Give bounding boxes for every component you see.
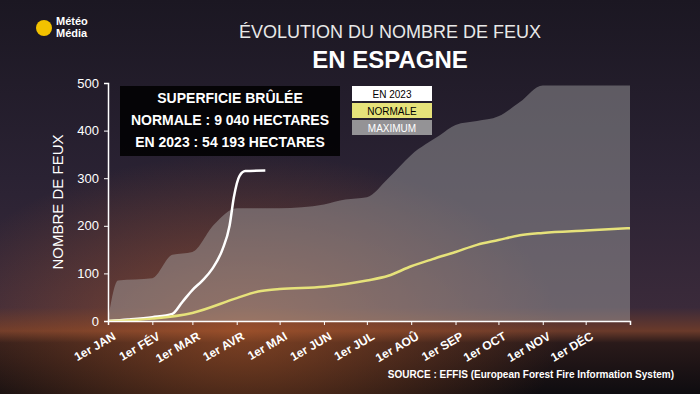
y-axis: 0 100 200 300 400 500 [77,76,108,329]
x-axis: 1er JAN1er FÉV1er MAR1er AVR1er MAI1er J… [72,321,631,366]
area-maximum [108,85,630,321]
annotation-text: NORMALE : 9 040 HECTARES [131,112,329,128]
x-tick: 1er JUL [332,321,377,363]
x-tick-label: 1er AOÛ [373,328,422,365]
x-tick: 1er AVR [201,321,248,364]
y-tick-mark [104,226,108,227]
legend-item: EN 2023 [352,86,432,101]
y-tick-label: 300 [77,171,99,186]
y-tick-mark [104,273,108,274]
x-tick: 1er OCT [461,321,509,365]
y-tick: 500 [77,76,108,91]
x-tick-mark [586,321,587,325]
y-tick-mark [104,321,108,322]
x-tick-mark [498,321,499,325]
legend-label: NORMALE [367,106,417,117]
x-tick: 1er NOV [505,321,553,365]
legend: EN 2023 NORMALE MAXIMUM [352,86,432,135]
x-tick-label: 1er JAN [72,329,118,364]
annotation-background [120,86,340,156]
y-tick-mark [104,131,108,132]
legend-item: MAXIMUM [352,120,432,135]
title: ÉVOLUTION DU NOMBRE DE FEUX [239,22,541,42]
y-tick-label: 200 [77,218,99,233]
x-tick-mark [411,321,412,325]
x-tick: 1er JAN [72,321,118,364]
x-tick-label: 1er NOV [505,329,553,365]
legend-label: MAXIMUM [368,123,416,134]
background-glow [0,0,700,394]
x-tick-mark [237,321,238,325]
y-tick-mark [104,178,108,179]
y-axis-title: NOMBRE DE FEUX [49,134,66,269]
y-tick-label: 400 [77,123,99,138]
x-tick-mark [324,321,325,325]
plot-area: 0 100 200 300 400 500 1er JAN1er FÉV1er MAR1er… [72,76,631,366]
legend-item: NORMALE [352,103,432,118]
x-tick: 1er AOÛ [373,321,422,365]
x-tick-mark [152,321,153,325]
x-tick-mark [280,321,281,325]
y-tick-label: 0 [92,314,99,329]
legend-swatch [352,120,432,135]
y-tick: 0 [92,314,108,329]
logo-icon [36,20,52,36]
x-tick-label: 1er MAI [245,329,290,363]
x-tick: 1er JUN [288,321,334,364]
logo-text: MétéoMédia [56,15,88,39]
logo: MétéoMédia [36,15,88,39]
subtitle: EN ESPAGNE [312,46,468,73]
line-series [108,228,630,321]
y-tick: 400 [77,123,108,138]
x-tick: 1er MAI [245,321,290,363]
annotation-text: EN 2023 : 54 193 HECTARES [135,134,325,150]
legend-label: EN 2023 [373,89,412,100]
annotation-text: SUPERFICIE BRÛLÉE [157,89,302,106]
annotation-box: SUPERFICIE BRÛLÉE NORMALE : 9 040 HECTARE… [120,86,340,156]
chart-canvas: MétéoMédia ÉVOLUTION DU NOMBRE DE FEUX EN … [0,0,700,394]
y-tick: 200 [77,218,108,233]
x-tick-label: 1er JUN [288,329,334,364]
x-tick-label: 1er JUL [332,329,377,363]
x-tick-mark [456,321,457,325]
x-tick-mark [192,321,193,325]
y-tick-label: 500 [77,76,99,91]
x-tick-label: 1er DÉC [548,328,596,365]
background [0,0,700,394]
legend-swatch [352,86,432,101]
y-tick-mark [104,83,108,84]
legend-swatch [352,103,432,118]
marks [108,85,630,321]
y-tick: 300 [77,171,108,186]
source: SOURCE : EFFIS (European Forest Fire Inf… [388,369,674,380]
x-tick-label: 1er MAR [153,329,202,366]
y-axis-line [104,84,109,322]
x-tick-mark [108,321,109,325]
line-series [108,171,265,321]
x-axis-line [109,322,631,326]
x-tick-label: 1er SEP [419,329,465,364]
y-tick: 100 [77,266,108,281]
x-tick: 1er SEP [419,321,465,364]
x-tick-mark [367,321,368,325]
x-tick-label: 1er OCT [461,329,509,365]
x-tick-mark [543,321,544,325]
x-tick: 1er DÉC [548,321,596,365]
x-tick-label: 1er AVR [201,329,248,364]
y-tick-label: 100 [77,266,99,281]
x-tick: 1er MAR [153,321,202,366]
